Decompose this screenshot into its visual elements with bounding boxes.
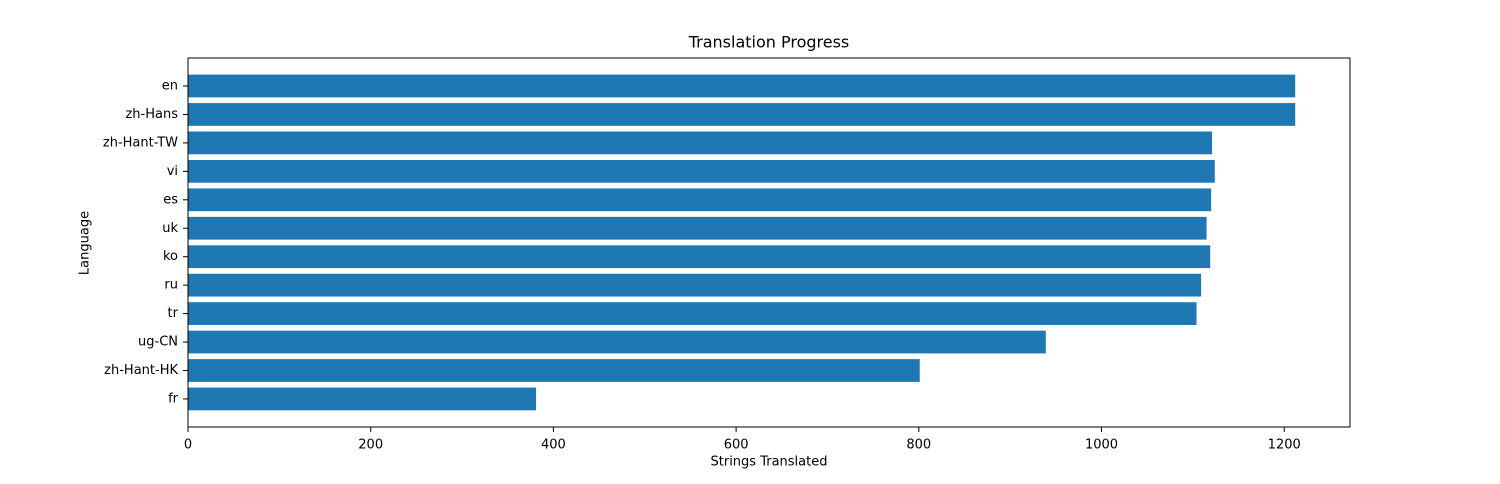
x-tick-label: 1200 (1268, 438, 1301, 453)
chart-title: Translation Progress (688, 33, 850, 52)
bar (188, 330, 1046, 354)
y-axis-label: Language (78, 211, 93, 275)
bar (188, 359, 920, 382)
plot-frame (187, 57, 1351, 428)
y-tick-label: es (163, 192, 178, 207)
bar (188, 387, 537, 411)
y-tick-label: uk (162, 221, 178, 236)
y-tick-label: zh-Hant-TW (103, 135, 178, 150)
x-tick-label: 200 (358, 438, 383, 453)
bar (188, 159, 1215, 183)
x-tick-label: 0 (184, 438, 192, 453)
x-tick-label: 1000 (1085, 438, 1118, 453)
x-tick-label: 400 (541, 438, 566, 453)
y-tick-label: tr (168, 306, 179, 321)
x-tick-label: 800 (906, 438, 931, 453)
y-tick-label: zh-Hans (125, 107, 178, 122)
bar (188, 216, 1207, 240)
bar (188, 131, 1213, 155)
y-tick-label: zh-Hant-HK (104, 363, 178, 378)
bar (188, 273, 1202, 297)
y-tick-label: ru (164, 278, 178, 293)
bar (188, 188, 1212, 212)
bar (188, 245, 1211, 269)
bar (188, 74, 1296, 98)
y-tick-label: vi (167, 164, 178, 179)
bar (188, 302, 1197, 325)
y-tick-label: fr (168, 391, 179, 406)
y-tick-label: ug-CN (138, 335, 178, 350)
x-tick-label: 600 (724, 438, 749, 453)
y-tick-label: ko (163, 249, 178, 264)
y-tick-label: en (162, 79, 178, 94)
x-axis-label: Strings Translated (711, 455, 828, 470)
bar (188, 103, 1296, 126)
